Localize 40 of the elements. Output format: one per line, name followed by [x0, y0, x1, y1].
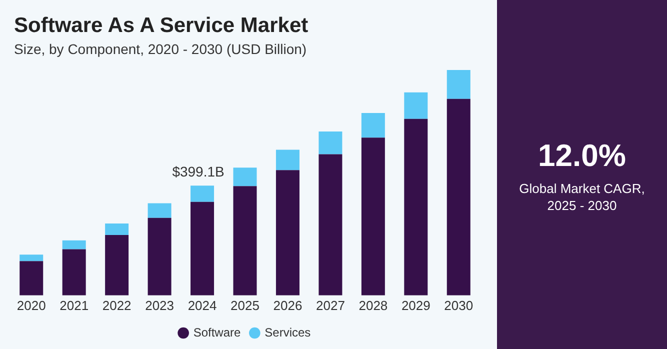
legend-label: Services	[264, 325, 311, 340]
bar	[148, 218, 172, 296]
annotation: $399.1B	[172, 163, 224, 180]
bar	[233, 186, 257, 296]
bar	[446, 98, 470, 296]
x-tick-label: 2021	[60, 298, 89, 313]
x-tick-label: 2025	[230, 298, 260, 313]
chart-title: Software As A Service Market	[14, 14, 308, 38]
bar	[361, 138, 385, 296]
bar	[62, 240, 86, 250]
bar	[446, 70, 470, 99]
x-tick-label: 2022	[102, 298, 132, 313]
bar	[20, 254, 44, 262]
bar	[404, 118, 428, 296]
bar	[190, 186, 214, 202]
x-tick-label: 2026	[273, 298, 302, 313]
legend-label: Software	[193, 325, 241, 340]
x-tick-label: 2027	[316, 298, 345, 313]
bar	[276, 150, 300, 170]
bar	[105, 224, 129, 235]
bar	[20, 261, 44, 296]
bar	[105, 234, 129, 296]
bar	[233, 168, 257, 186]
bar	[318, 154, 342, 296]
bar	[361, 113, 385, 138]
x-tick-label: 2030	[444, 298, 474, 313]
x-tick-label: 2024	[188, 298, 217, 313]
bar	[404, 92, 428, 119]
bar	[62, 249, 86, 296]
text: 12.0%	[537, 138, 627, 174]
bar	[190, 202, 214, 296]
text: Global Market CAGR, 2025 - 2030	[518, 180, 646, 214]
bar	[276, 170, 300, 296]
chart-subtitle: Size, by Component, 2020 - 2030 (USD Billion)	[14, 41, 307, 57]
x-tick-label: 2020	[16, 298, 46, 313]
x-tick-label: 2023	[145, 298, 174, 313]
x-tick-label: 2028	[358, 298, 388, 313]
bar	[148, 203, 172, 218]
bar	[318, 132, 342, 154]
x-tick-label: 2029	[401, 298, 430, 313]
